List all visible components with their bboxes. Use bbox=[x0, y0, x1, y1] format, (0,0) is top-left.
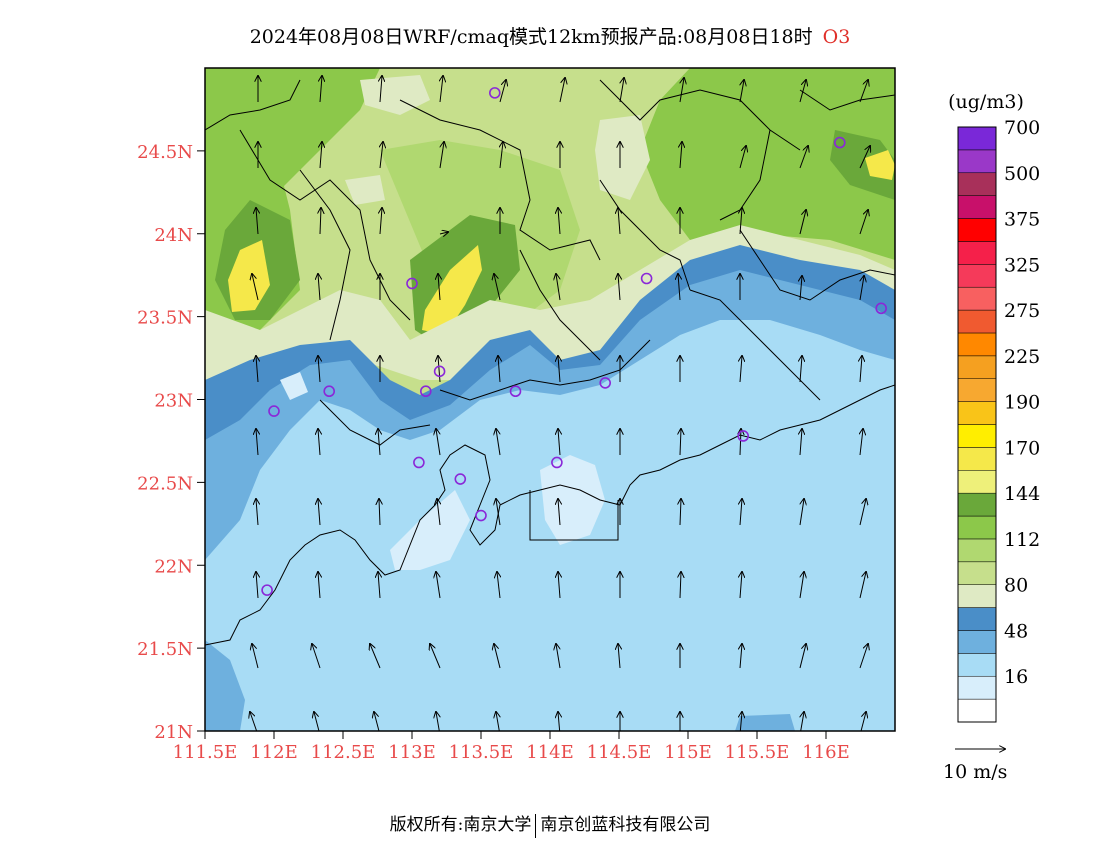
station-marker bbox=[454, 473, 467, 485]
station-marker bbox=[488, 87, 501, 99]
colorbar-label: 112 bbox=[1004, 529, 1040, 551]
colorbar-label: 275 bbox=[1004, 300, 1040, 322]
colorbar-swatch bbox=[957, 309, 997, 334]
lon-tick-label: 112E bbox=[250, 742, 298, 763]
station-marker bbox=[599, 377, 612, 389]
station-marker bbox=[433, 365, 446, 378]
ozone-concentration-field bbox=[205, 68, 895, 731]
colorbar-swatch bbox=[957, 264, 997, 288]
station-marker bbox=[406, 277, 418, 290]
boundary-lines bbox=[205, 79, 895, 646]
colorbar-label: 325 bbox=[1004, 254, 1040, 276]
lat-tick-label: 23.5N bbox=[137, 308, 193, 329]
station-marker bbox=[640, 272, 653, 285]
title-text: 2024年08月08日WRF/cmaq模式12km预报产品:08月08日18时 bbox=[249, 26, 813, 48]
lon-tick-label: 114.5E bbox=[587, 742, 652, 763]
lat-tick-label: 22N bbox=[154, 556, 193, 577]
colorbar-label: 16 bbox=[1004, 666, 1028, 688]
colorbar-swatch bbox=[957, 378, 997, 402]
longitude-axis: 111.5E 112E 112.5E 113E 113.5E 114E 114.5E 115E… bbox=[173, 731, 850, 763]
latitude-axis: 21N 21.5N 22N 22.5N 23N 23.5N 24N 24.5N bbox=[137, 142, 205, 743]
colorbar-label: 190 bbox=[1004, 392, 1040, 414]
station-marker bbox=[833, 136, 846, 149]
colorbar-label: 225 bbox=[1004, 346, 1040, 368]
station-marker bbox=[509, 385, 522, 398]
colorbar-swatch bbox=[957, 332, 997, 357]
lon-tick-label: 114E bbox=[526, 742, 574, 763]
colorbar-label: 375 bbox=[1004, 209, 1040, 231]
lon-tick-label: 113.5E bbox=[449, 742, 514, 763]
lon-tick-label: 113E bbox=[388, 742, 436, 763]
station-markers bbox=[261, 87, 888, 596]
colorbar-swatch bbox=[957, 126, 997, 151]
colorbar-label: 500 bbox=[1004, 163, 1040, 185]
lon-tick-label: 112.5E bbox=[311, 742, 376, 763]
colorbar-swatch bbox=[957, 424, 997, 448]
colorbar-swatch bbox=[957, 355, 997, 379]
footer-right: 南京创蓝科技有限公司 bbox=[540, 815, 711, 835]
colorbar-swatch bbox=[957, 195, 997, 219]
station-marker bbox=[419, 385, 432, 398]
station-marker bbox=[261, 584, 273, 596]
lat-tick-label: 24.5N bbox=[137, 142, 193, 163]
colorbar-swatch bbox=[957, 675, 997, 700]
colorbar-swatch bbox=[957, 538, 997, 563]
station-marker bbox=[413, 456, 425, 469]
lon-tick-label: 111.5E bbox=[173, 742, 238, 763]
colorbar-swatch bbox=[957, 607, 997, 631]
lat-tick-label: 21N bbox=[154, 722, 193, 743]
colorbar-label: 170 bbox=[1004, 437, 1040, 459]
colorbar-swatch bbox=[957, 492, 997, 517]
station-marker bbox=[737, 430, 750, 442]
footer-separator bbox=[535, 813, 537, 838]
colorbar: 16 48 80 112 144 170 190 225 275 325 375 500 700 bbox=[957, 117, 1040, 723]
colorbar-label: 80 bbox=[1004, 575, 1028, 597]
colorbar-frame bbox=[957, 126, 997, 723]
lat-tick-label: 22.5N bbox=[137, 473, 193, 494]
title-species: O3 bbox=[822, 26, 851, 48]
colorbar-swatch bbox=[957, 286, 997, 311]
colorbar-swatch bbox=[957, 698, 997, 723]
colorbar-swatch bbox=[957, 470, 997, 494]
footer-left: 版权所有:南京大学 bbox=[389, 815, 532, 835]
lat-tick-label: 24N bbox=[154, 225, 193, 246]
colorbar-swatch bbox=[957, 401, 997, 425]
colorbar-label: 144 bbox=[1004, 483, 1040, 505]
colorbar-label: 48 bbox=[1004, 620, 1028, 642]
lon-tick-label: 115E bbox=[664, 742, 712, 763]
lat-tick-label: 21.5N bbox=[137, 639, 193, 660]
colorbar-swatch bbox=[957, 630, 997, 654]
colorbar-swatch bbox=[957, 149, 997, 174]
wind-vectors bbox=[250, 76, 870, 731]
station-marker bbox=[551, 456, 563, 469]
colorbar-units: (ug/m3) bbox=[948, 91, 1024, 113]
colorbar-swatch bbox=[957, 561, 997, 585]
station-marker bbox=[475, 509, 487, 522]
station-marker bbox=[268, 405, 280, 417]
colorbar-swatch bbox=[957, 447, 997, 471]
station-marker bbox=[323, 385, 336, 398]
colorbar-swatch bbox=[957, 515, 997, 540]
colorbar-label: 700 bbox=[1004, 117, 1040, 139]
lon-tick-label: 116E bbox=[802, 742, 850, 763]
station-marker bbox=[875, 302, 888, 315]
colorbar-swatch bbox=[957, 653, 997, 677]
lat-tick-label: 23N bbox=[154, 391, 193, 412]
colorbar-swatch bbox=[957, 172, 997, 196]
wind-reference-label: 10 m/s bbox=[943, 761, 1007, 783]
colorbar-swatch bbox=[957, 218, 997, 242]
colorbar-swatch bbox=[957, 584, 997, 608]
lon-tick-label: 115.5E bbox=[725, 742, 790, 763]
colorbar-swatch bbox=[957, 241, 997, 265]
map-title: 2024年08月08日WRF/cmaq模式12km预报产品:08月08日18时 O… bbox=[0, 22, 1100, 49]
footer: 版权所有:南京大学 南京创蓝科技有限公司 bbox=[0, 810, 1100, 838]
